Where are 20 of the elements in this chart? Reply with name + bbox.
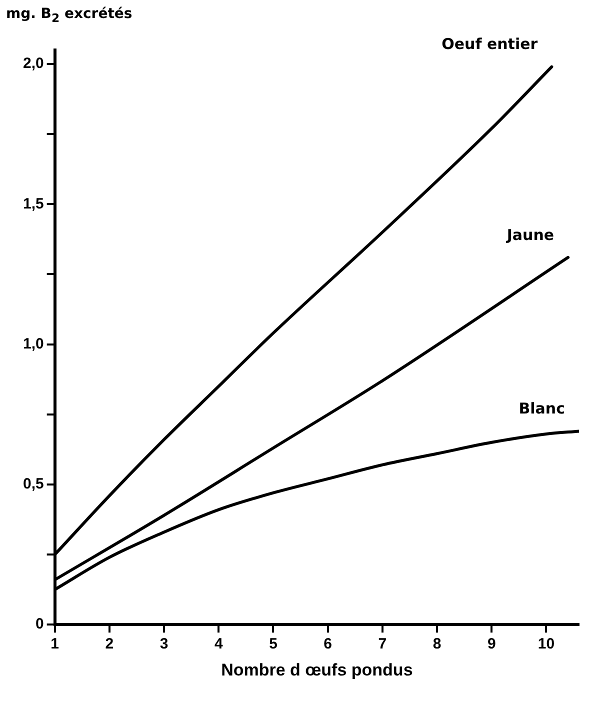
y-tick-label: 0,5	[22, 476, 44, 493]
x-tick-label: 10	[538, 636, 555, 653]
y-tick-label: 1,0	[22, 335, 44, 352]
y-tick-label: 0	[36, 616, 44, 633]
x-axis-title: Nombre d œufs pondus	[221, 660, 413, 680]
x-tick-label: 2	[105, 636, 114, 653]
x-tick-label: 4	[214, 636, 224, 653]
x-tick-label: 3	[160, 636, 168, 653]
series-label: Blanc	[518, 400, 565, 418]
x-tick-label: 7	[378, 636, 387, 653]
x-tick-label: 1	[50, 636, 60, 653]
y-tick-label: 1,5	[22, 195, 44, 212]
x-tick-label: 6	[324, 636, 332, 653]
y-axis-title: mg. B$_{2}$ excrétés	[6, 6, 132, 25]
y-tick-label: 2,0	[22, 55, 44, 72]
x-tick-label: 8	[432, 636, 442, 653]
x-tick-label: 9	[487, 636, 496, 653]
x-tick-label: 5	[269, 636, 278, 653]
series-label: Oeuf entier	[442, 35, 538, 54]
series-label: Jaune	[506, 226, 554, 244]
